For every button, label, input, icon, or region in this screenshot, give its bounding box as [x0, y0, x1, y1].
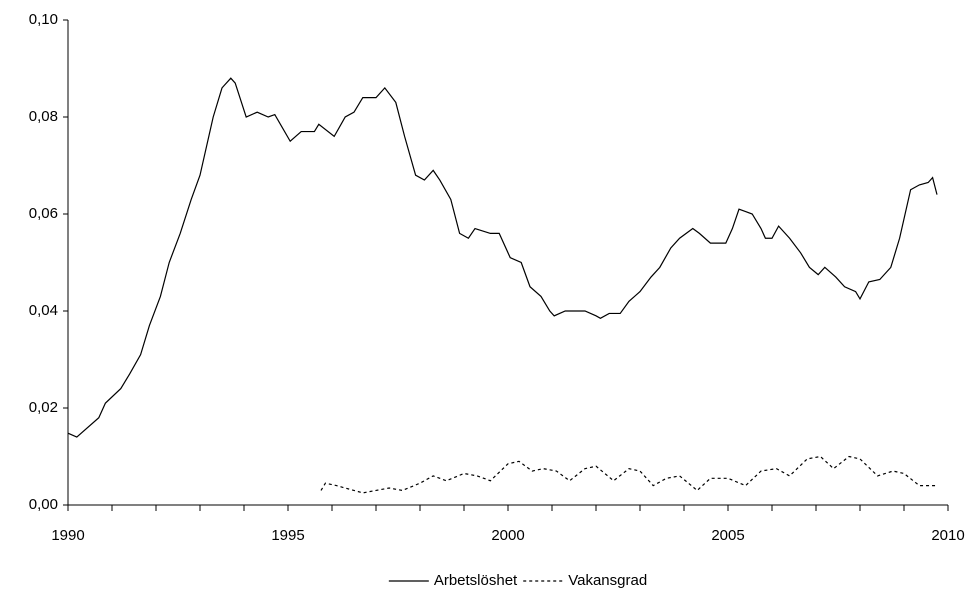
- x-tick-label: 2000: [491, 527, 524, 544]
- x-tick-label: 1995: [271, 527, 304, 544]
- y-tick-label: 0,00: [29, 496, 58, 513]
- y-tick-label: 0,04: [29, 302, 58, 319]
- y-tick-label: 0,08: [29, 108, 58, 125]
- legend-label: Arbetslöshet: [434, 572, 518, 589]
- y-tick-label: 0,10: [29, 11, 58, 28]
- x-tick-label: 2010: [931, 527, 964, 544]
- series-line: [67, 77, 938, 438]
- series-line: [320, 455, 937, 494]
- x-tick-label: 1990: [51, 527, 84, 544]
- y-tick-label: 0,02: [29, 399, 58, 416]
- y-tick-label: 0,06: [29, 205, 58, 222]
- legend-label: Vakansgrad: [568, 572, 647, 589]
- x-tick-label: 2005: [711, 527, 744, 544]
